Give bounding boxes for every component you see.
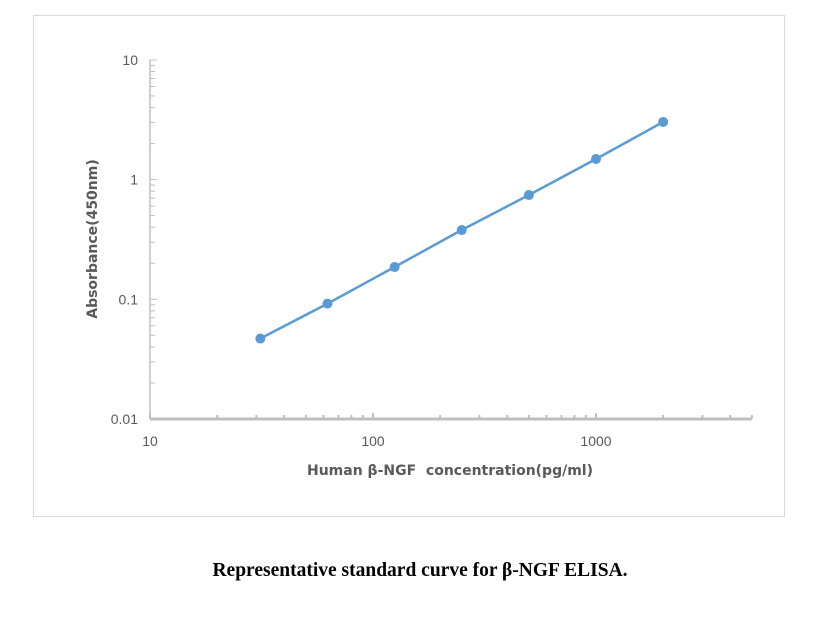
data-point <box>322 298 333 309</box>
x-axis-title: Human β-NGF concentration(pg/ml) <box>307 463 593 479</box>
plot-area <box>255 116 669 344</box>
y-tick-label: 0.1 <box>119 291 139 307</box>
data-point <box>523 190 534 201</box>
y-axis-title: Absorbance(450nm) <box>85 159 101 319</box>
axes <box>149 59 753 421</box>
chart-svg: 10 1 0.1 0.01 10 100 1000 Human β-NGF co… <box>85 52 753 479</box>
x-tick-label: 100 <box>361 433 385 449</box>
data-point <box>389 262 400 273</box>
x-tick-label: 10 <box>142 433 158 449</box>
data-point <box>456 225 467 236</box>
y-tick-label: 10 <box>122 52 138 68</box>
figure-caption: Representative standard curve for β-NGF … <box>212 560 628 581</box>
y-tick-label: 1 <box>130 172 138 188</box>
y-tick-label: 0.01 <box>111 411 138 427</box>
x-tick-label: 1000 <box>580 433 611 449</box>
tick-labels: 10 1 0.1 0.01 10 100 1000 <box>111 52 612 449</box>
data-point <box>658 116 669 127</box>
chart-frame <box>33 15 785 517</box>
data-point <box>591 154 601 165</box>
data-point <box>255 333 266 344</box>
